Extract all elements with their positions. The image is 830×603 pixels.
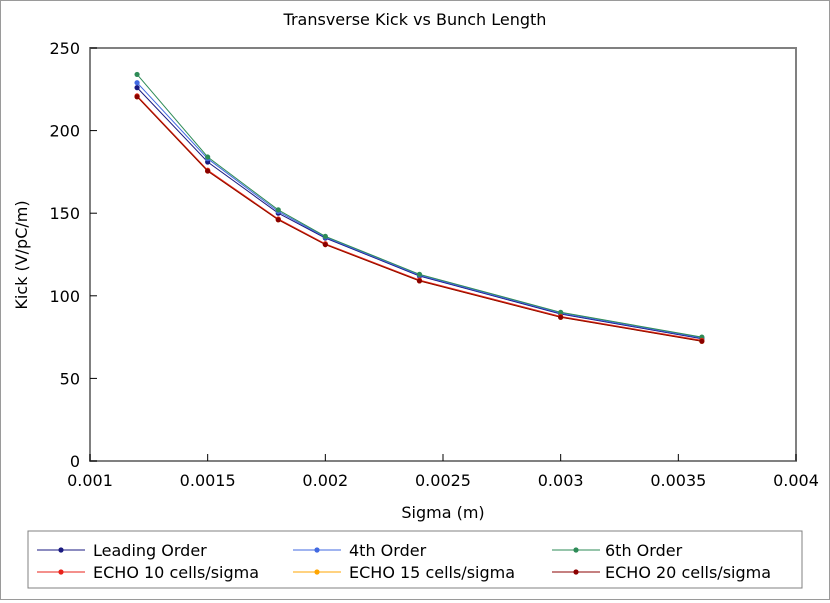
data-point <box>322 233 328 239</box>
data-point <box>134 94 140 100</box>
legend-label: Leading Order <box>93 541 207 560</box>
legend-swatch-marker <box>314 547 320 553</box>
y-tick-label: 50 <box>60 369 80 388</box>
data-point <box>322 241 328 248</box>
legend-label: 6th Order <box>605 541 683 560</box>
series-layer <box>134 71 705 344</box>
x-axis-label: Sigma (m) <box>401 503 484 522</box>
series-line <box>136 74 702 338</box>
x-tick-label: 0.0035 <box>650 471 706 490</box>
legend-item: ECHO 10 cells/sigma <box>37 563 259 582</box>
series-6 <box>134 94 705 344</box>
legend-swatch-marker <box>573 569 579 575</box>
x-tick-label: 0.0025 <box>415 471 471 490</box>
legend-item: Leading Order <box>37 541 207 560</box>
data-point <box>558 314 564 320</box>
legend-label: ECHO 20 cells/sigma <box>605 563 771 582</box>
x-axis: 0.001 0.0015 0.002 0.0025 0.003 0.0035 0.004 <box>67 454 819 490</box>
legend-item: 4th Order <box>293 541 427 560</box>
series-line <box>136 87 702 340</box>
legend-box <box>27 530 803 589</box>
data-point <box>416 278 423 284</box>
y-tick-label: 200 <box>49 122 80 141</box>
plot-area <box>89 47 797 462</box>
series-line <box>136 96 702 342</box>
x-tick-label: 0.0015 <box>180 471 236 490</box>
y-tick-label: 250 <box>49 39 80 58</box>
x-tick-label: 0.003 <box>538 471 584 490</box>
data-point <box>558 309 564 315</box>
legend-swatch-marker <box>573 547 579 553</box>
legend-item: ECHO 20 cells/sigma <box>552 563 771 582</box>
series-3 <box>134 71 705 340</box>
x-tick-label: 0.001 <box>67 471 113 490</box>
chart-title: Transverse Kick vs Bunch Length <box>283 10 547 29</box>
data-point <box>134 80 140 86</box>
y-tick-label: 100 <box>49 287 80 306</box>
y-axis-label: Kick (V/pC/m) <box>12 200 31 309</box>
data-point <box>699 338 705 344</box>
series-4 <box>134 93 705 344</box>
legend-swatch-marker <box>314 569 320 575</box>
data-point <box>205 154 211 160</box>
series-line <box>136 95 702 341</box>
legend-swatch-marker <box>58 569 64 575</box>
series-5 <box>134 94 705 344</box>
legend-swatch-marker <box>58 547 64 553</box>
data-point <box>275 207 281 213</box>
legend-label: 4th Order <box>349 541 427 560</box>
data-point <box>205 168 211 174</box>
series-line <box>136 82 702 339</box>
x-tick-label: 0.004 <box>773 471 819 490</box>
data-point <box>416 271 423 277</box>
data-point <box>134 85 140 91</box>
series-line <box>136 96 702 342</box>
y-tick-label: 150 <box>49 204 80 223</box>
series-1 <box>134 85 705 342</box>
legend: Leading Order 4th Order 6th Order ECHO 10 c… <box>37 541 771 582</box>
data-point <box>275 217 281 223</box>
legend-item: 6th Order <box>552 541 683 560</box>
series-2 <box>134 80 705 341</box>
legend-label: ECHO 10 cells/sigma <box>93 563 259 582</box>
data-point <box>134 71 140 78</box>
x-tick-label: 0.002 <box>302 471 348 490</box>
legend-label: ECHO 15 cells/sigma <box>349 563 515 582</box>
y-tick-label: 0 <box>70 452 80 471</box>
y-axis: 0 50 100 150 200 250 <box>49 39 97 471</box>
legend-item: ECHO 15 cells/sigma <box>293 563 515 582</box>
